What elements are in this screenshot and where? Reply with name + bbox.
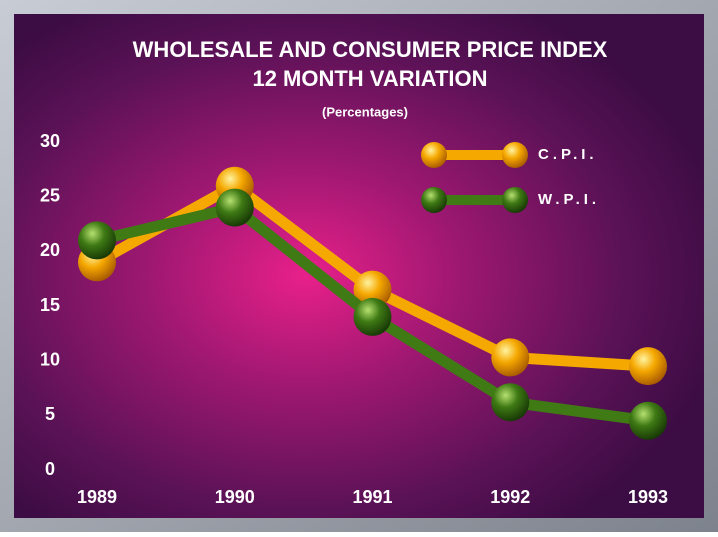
y-tick-label: 10	[40, 349, 60, 369]
y-tick-label: 25	[40, 185, 60, 205]
chart-title: WHOLESALE AND CONSUMER PRICE INDEX	[133, 37, 608, 62]
x-tick-label: 1993	[628, 487, 668, 507]
y-tick-label: 30	[40, 131, 60, 151]
x-tick-label: 1992	[490, 487, 530, 507]
data-point	[353, 270, 392, 309]
chart-title: 12 MONTH VARIATION	[252, 66, 487, 91]
y-tick-label: 0	[45, 459, 55, 479]
data-point	[491, 383, 530, 422]
legend-marker	[502, 142, 528, 168]
legend-marker	[502, 187, 528, 213]
legend-label: C.P.I.	[538, 146, 598, 163]
x-tick-label: 1991	[352, 487, 392, 507]
data-point	[629, 401, 667, 440]
data-point	[491, 338, 530, 377]
data-point	[629, 347, 667, 386]
data-point	[215, 188, 254, 227]
chart-subtitle: (Percentages)	[322, 104, 408, 119]
x-tick-label: 1990	[215, 487, 255, 507]
x-tick-label: 1989	[77, 487, 117, 507]
legend-marker	[421, 187, 447, 213]
y-tick-label: 15	[40, 295, 60, 315]
data-point	[353, 297, 392, 336]
y-tick-label: 5	[45, 404, 55, 424]
data-point	[78, 221, 116, 260]
legend-label: W.P.I.	[538, 191, 600, 208]
y-tick-label: 20	[40, 240, 60, 260]
legend-marker	[421, 142, 447, 168]
plot-background	[14, 14, 704, 518]
